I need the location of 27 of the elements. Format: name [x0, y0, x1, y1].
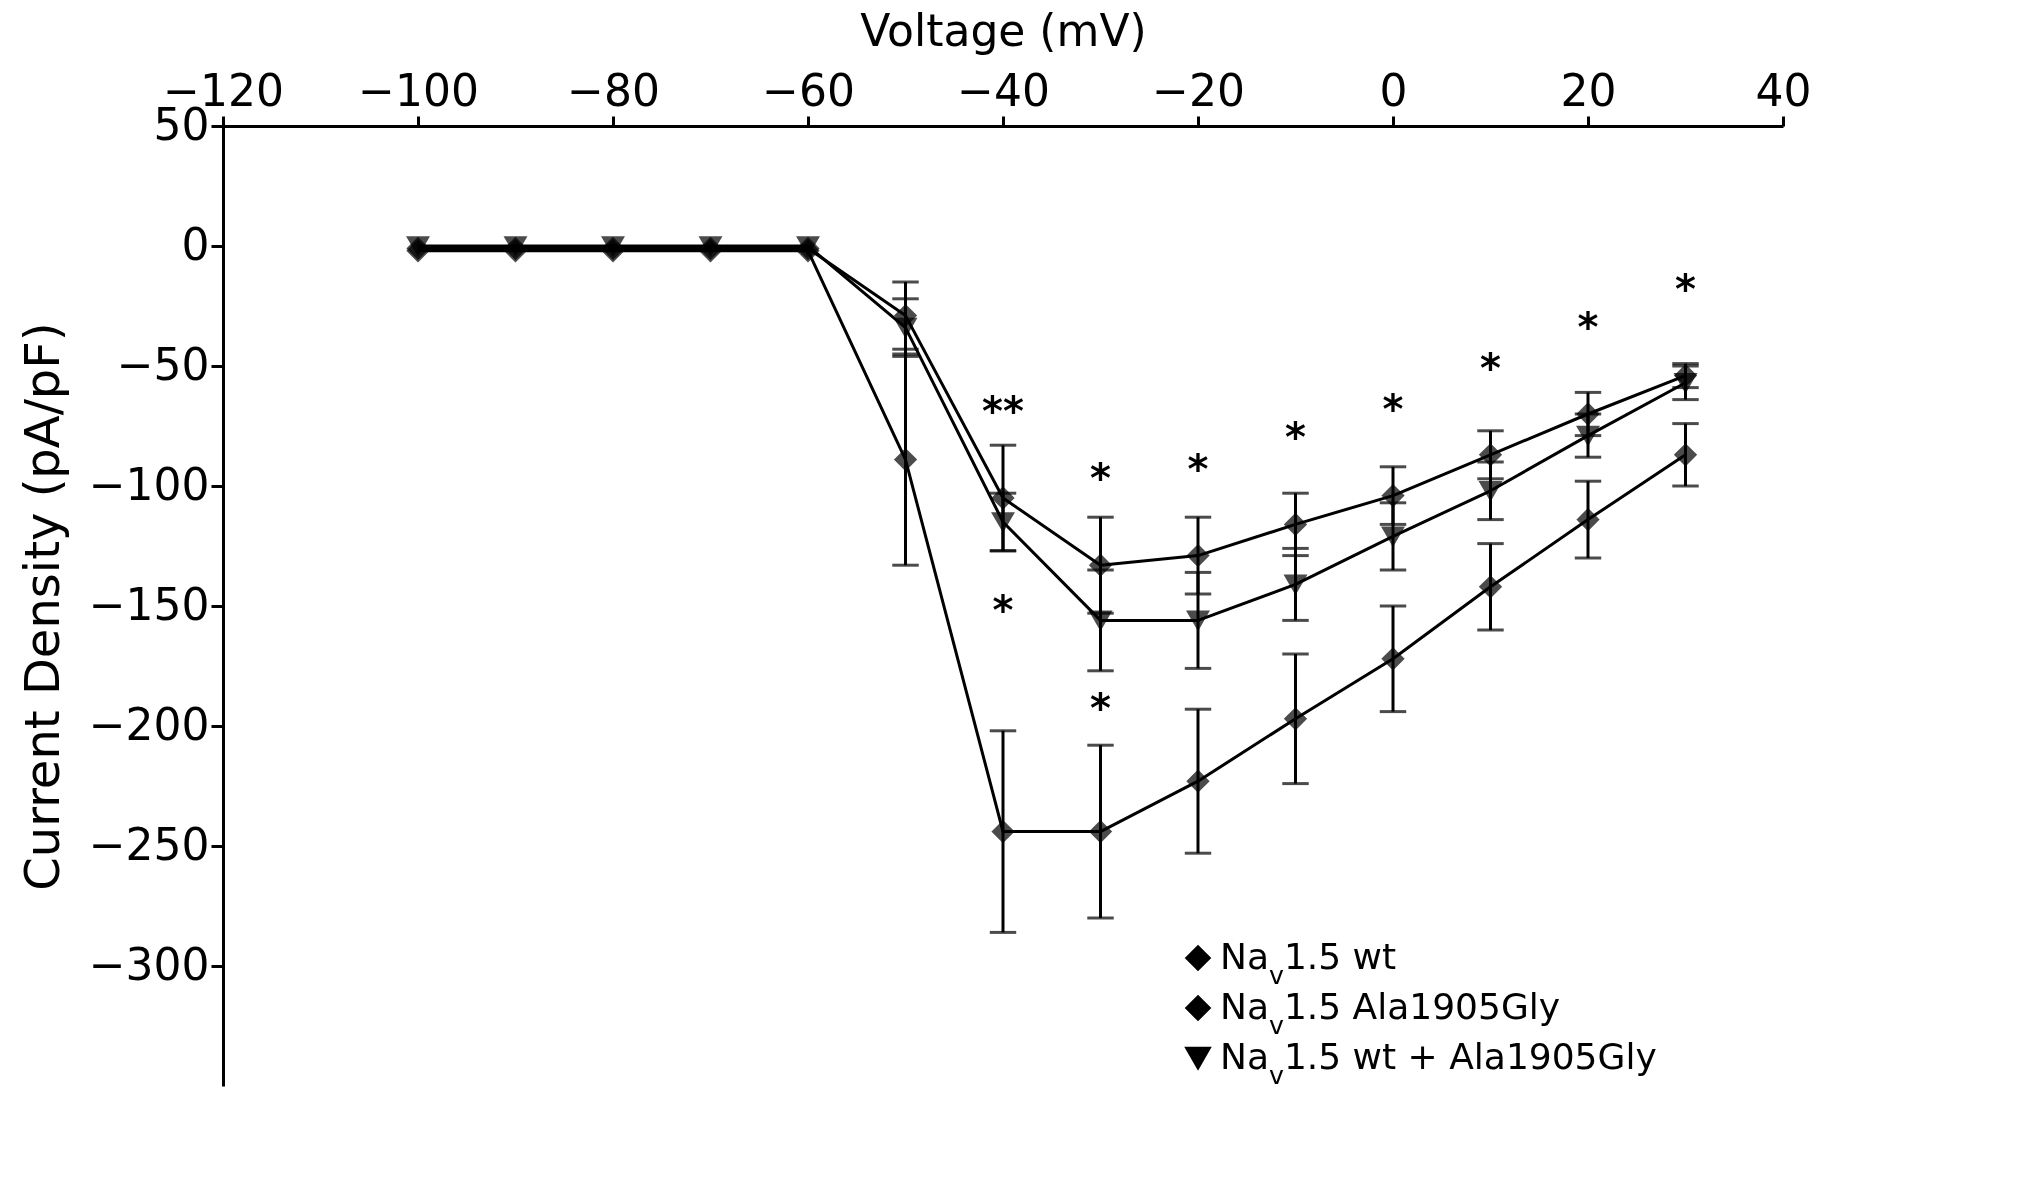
x-tick-label: −80	[567, 64, 660, 116]
y-tick-label: −200	[88, 698, 210, 750]
annotation: *	[1285, 414, 1307, 461]
annotation: *	[1090, 455, 1112, 502]
x-tick-label: −60	[762, 64, 855, 116]
annotation: *	[992, 587, 1014, 633]
x-tick-label: −20	[1152, 64, 1245, 116]
y-tick-label: −50	[116, 338, 210, 390]
x-tick-label: 40	[1755, 64, 1812, 116]
x-tick-label: 0	[1379, 64, 1408, 116]
y-axis-title: Current Density (pA/pF)	[13, 322, 70, 891]
y-tick-label: −100	[88, 458, 210, 510]
x-axis-title: Voltage (mV)	[860, 4, 1147, 56]
annotation: *	[1187, 445, 1209, 492]
annotation: *	[1382, 385, 1404, 432]
y-tick-label: −150	[88, 578, 210, 630]
x-tick-label: −100	[358, 64, 479, 116]
y-tick-label: 0	[181, 218, 210, 270]
x-tick-label: −40	[957, 64, 1050, 116]
y-tick-label: −300	[88, 938, 210, 990]
annotation: *	[1577, 304, 1599, 350]
annotation: *	[1480, 344, 1502, 391]
y-tick-label: −250	[88, 818, 210, 870]
annotation: *	[1675, 265, 1697, 312]
annotation: **	[982, 388, 1024, 434]
annotation: *	[1090, 685, 1112, 732]
x-tick-label: 20	[1560, 64, 1617, 116]
